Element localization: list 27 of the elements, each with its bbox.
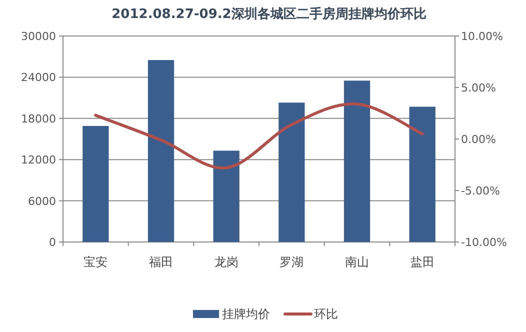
legend-label: 挂牌均价 [222, 307, 270, 321]
y-tick-label: 12000 [21, 154, 56, 167]
y2-tick-label: 10.00% [461, 30, 503, 43]
y-tick-label: 24000 [21, 71, 56, 84]
x-tick-label: 南山 [345, 255, 369, 269]
y2-tick-label: 5.00% [461, 82, 496, 94]
y-tick-label: 18000 [21, 112, 56, 126]
line-series [94, 102, 424, 170]
x-tick-label: 福田 [149, 255, 173, 269]
x-tick-label: 盐田 [410, 255, 434, 269]
bar [344, 80, 370, 242]
bar [278, 102, 305, 242]
bar [148, 60, 174, 242]
y-tick-label: 6000 [28, 194, 56, 208]
x-tick-label: 宝安 [84, 255, 108, 269]
y2-tick-label: 0.00% [461, 133, 496, 146]
y2-tick-label: -5.00% [461, 184, 500, 198]
y2-tick-label: -10.00% [461, 236, 507, 249]
bar [82, 126, 109, 242]
bar [409, 106, 436, 242]
legend-label: 环比 [314, 307, 338, 321]
bar [213, 150, 240, 242]
chart-title: 2012.08.27-09.2深圳各城区二手房周挂牌均价环比 [112, 6, 426, 22]
y-tick-label: 0 [49, 236, 56, 249]
y-tick-label: 30000 [21, 30, 56, 43]
x-tick-label: 龙岗 [214, 255, 238, 269]
x-tick-label: 罗湖 [280, 255, 304, 269]
